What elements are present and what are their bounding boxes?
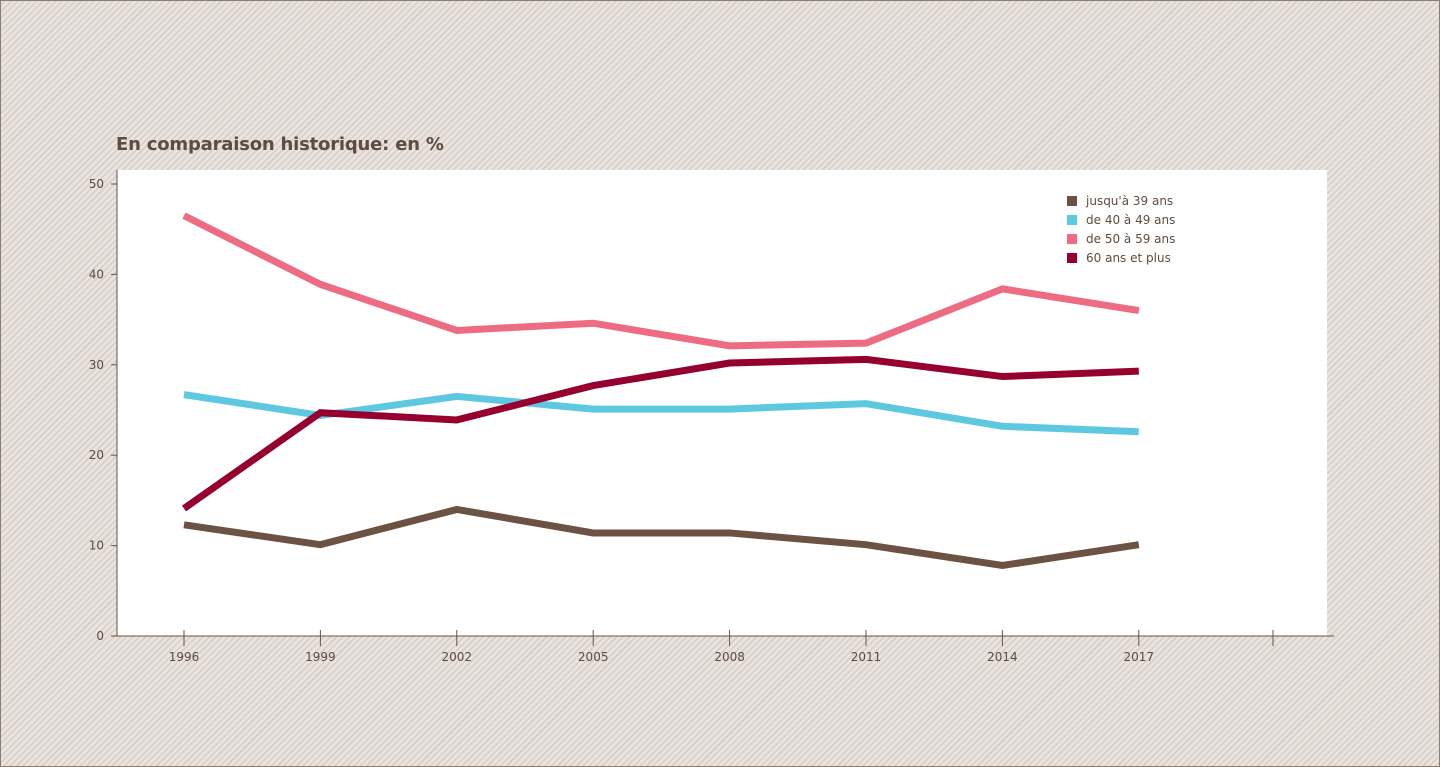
- legend-label: jusqu'à 39 ans: [1085, 194, 1173, 208]
- legend-label: de 40 à 49 ans: [1086, 213, 1175, 227]
- plot-background: [117, 170, 1327, 636]
- x-tick-label: 2002: [442, 650, 473, 664]
- legend: jusqu'à 39 ans de 40 à 49 ans de 50 à 59 a…: [1067, 194, 1175, 265]
- legend-swatch: [1067, 234, 1077, 244]
- x-tick-label: 2011: [851, 650, 882, 664]
- x-tick-label: 1996: [169, 650, 200, 664]
- legend-label: 60 ans et plus: [1086, 251, 1171, 265]
- y-tick-label: 30: [89, 358, 104, 372]
- series-line-1: [183, 505, 1140, 570]
- x-tick-label: 1999: [305, 650, 336, 664]
- y-tick-label: 0: [96, 629, 104, 643]
- x-tick-label: 2008: [714, 650, 745, 664]
- series-line-4: [181, 355, 1139, 512]
- y-tick-label: 10: [89, 539, 104, 553]
- x-tick-label: 2005: [578, 650, 609, 664]
- series-line-3: [182, 212, 1140, 350]
- legend-swatch: [1067, 253, 1077, 263]
- axes: 0 10 20 30 40 50 1996 1999 2002 2005 2008 2011 2014 2…: [89, 170, 1334, 664]
- legend-label: de 50 à 59 ans: [1086, 232, 1175, 246]
- y-tick-label: 50: [89, 177, 104, 191]
- legend-swatch: [1067, 215, 1077, 225]
- legend-swatch: [1067, 196, 1077, 206]
- x-tick-label: 2014: [987, 650, 1018, 664]
- y-tick-label: 20: [89, 448, 104, 462]
- chart-title: En comparaison historique: en %: [116, 134, 444, 155]
- y-tick-label: 40: [89, 267, 104, 281]
- x-tick-label: 2017: [1124, 650, 1155, 664]
- series-lines: [181, 212, 1140, 570]
